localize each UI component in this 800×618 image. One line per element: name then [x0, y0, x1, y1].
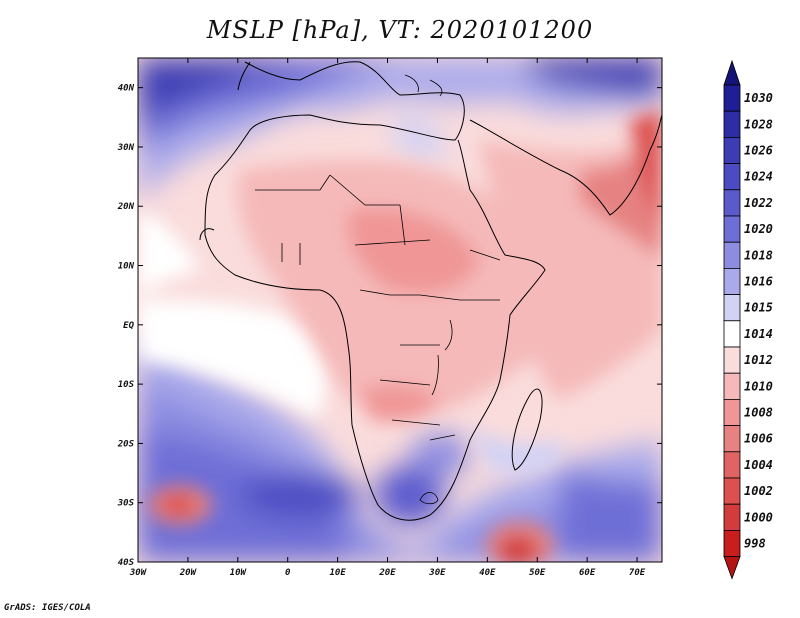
colorbar-label: 1022: [744, 196, 773, 210]
colorbar-label: 998: [744, 537, 766, 551]
x-tick-label: 20E: [378, 568, 396, 578]
colorbar-label: 1000: [744, 510, 773, 524]
grads-credit: GrADS: IGES/COLA: [4, 603, 91, 613]
map-title: MSLP [hPa], VT: 2020101200: [206, 16, 594, 44]
y-tick-label: 10N: [118, 262, 135, 272]
y-tick-label: 30S: [117, 499, 135, 509]
colorbar-label: 1008: [744, 406, 773, 420]
y-tick-label: 20N: [117, 202, 135, 212]
colorbar-bottom-arrow: [723, 556, 741, 580]
colorbar-label: 1028: [744, 117, 773, 131]
plot-frame: [137, 57, 663, 563]
colorbar-swatch: [723, 267, 741, 295]
pressure-colorbar: 1030 1028 1026 1024 1022 1020 1018 1016 1015 1014…: [723, 59, 773, 580]
colorbar-label: 1030: [744, 91, 773, 105]
colorbar-label: 1002: [744, 484, 773, 498]
colorbar-label: 1006: [744, 432, 773, 446]
x-tick-label: 60E: [579, 568, 596, 578]
y-tick-label: 40N: [118, 84, 135, 94]
colorbar-label: 1014: [744, 327, 773, 341]
longitude-axis: 30W 20W 10W 0 10E 20E 30E 40E 50E 60E 70E: [129, 58, 646, 578]
colorbar-label: 1010: [744, 379, 773, 393]
colorbar-swatch: [723, 136, 741, 164]
x-tick-label: 30W: [129, 568, 148, 578]
x-tick-label: 20W: [179, 568, 198, 578]
colorbar-swatch: [723, 163, 741, 191]
y-tick-label: 30N: [117, 143, 135, 153]
y-tick-label: 40S: [118, 558, 135, 568]
coastlines: [199, 61, 662, 521]
colorbar-swatch: [723, 294, 741, 322]
y-tick-label: 20S: [117, 439, 135, 449]
colorbar-swatch: [723, 241, 741, 269]
colorbar-label: 1012: [744, 353, 773, 367]
colorbar-label: 1004: [744, 458, 773, 472]
colorbar-swatch: [723, 530, 741, 558]
colorbar-label: 1026: [744, 144, 773, 158]
colorbar-swatch: [723, 451, 741, 479]
x-tick-label: 70E: [629, 568, 646, 578]
colorbar-swatch: [723, 503, 741, 531]
colorbar-swatch: [723, 189, 741, 217]
x-tick-label: 10W: [230, 568, 248, 578]
colorbar-label: 1018: [744, 248, 773, 262]
colorbar-label: 1015: [744, 301, 773, 315]
pressure-field: [138, 58, 662, 562]
x-tick-label: 50E: [529, 568, 546, 578]
colorbar-swatch: [723, 320, 741, 348]
x-tick-label: 40E: [479, 568, 496, 578]
colorbar-label: 1024: [744, 170, 773, 184]
colorbar-swatch: [723, 477, 741, 505]
colorbar-top-arrow: [723, 59, 741, 86]
colorbar-swatch: [723, 346, 741, 374]
colorbar-swatch: [723, 110, 741, 138]
x-tick-label: 30E: [428, 568, 446, 578]
y-tick-label: EQ: [123, 321, 134, 331]
colorbar-label: 1020: [744, 222, 773, 236]
y-tick-label: 10S: [118, 380, 135, 390]
colorbar-swatch: [723, 425, 741, 453]
x-tick-label: 0: [285, 568, 291, 578]
latitude-axis: 40N 30N 20N 10N EQ 10S 20S 30S 40S: [117, 84, 662, 568]
colorbar-swatch: [723, 84, 741, 112]
colorbar-swatch: [723, 215, 741, 243]
colorbar-swatch: [723, 372, 741, 400]
colorbar-swatch: [723, 398, 741, 426]
colorbar-label: 1016: [744, 275, 773, 289]
x-tick-label: 10E: [329, 568, 346, 578]
